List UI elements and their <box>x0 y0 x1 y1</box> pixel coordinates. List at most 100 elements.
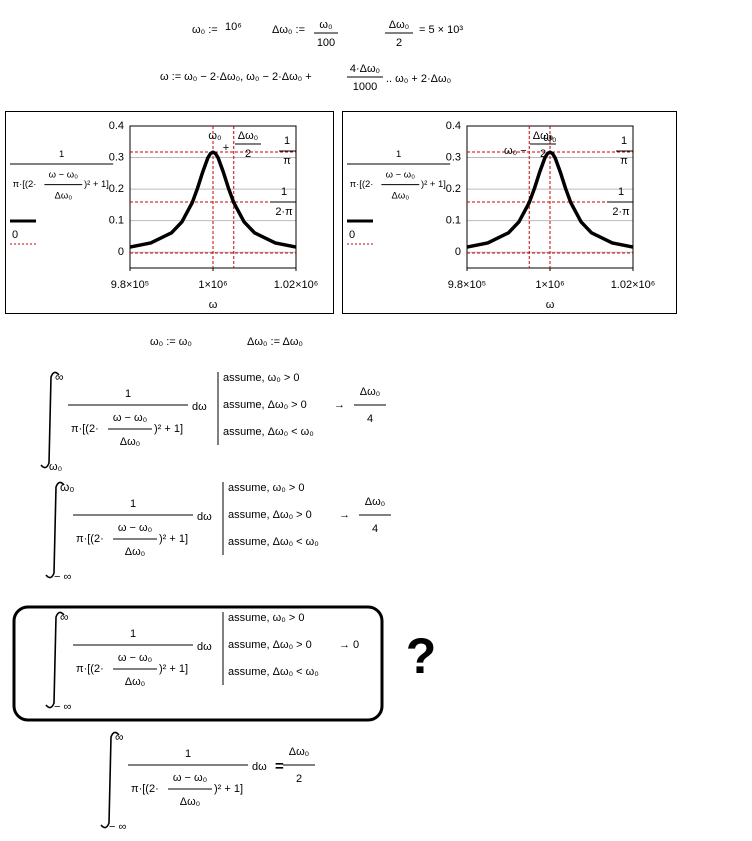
assumption: assume, ω₀ > 0 <box>228 482 304 494</box>
denominator-right: )² + 1] <box>159 533 188 545</box>
definition: Δω₀ := <box>272 24 305 36</box>
assumption: assume, Δω₀ < ω₀ <box>228 666 319 678</box>
numerator: Δω₀ <box>238 130 259 142</box>
denominator: π <box>283 155 291 167</box>
result-denominator: 4 <box>372 523 378 535</box>
denominator: 2·π <box>275 206 293 218</box>
marker-label: + <box>223 142 229 154</box>
denominator: π <box>620 155 628 167</box>
integral-sign <box>100 731 120 829</box>
denominator-right: )² + 1] <box>84 179 109 190</box>
assumption: assume, Δω₀ < ω₀ <box>228 536 319 548</box>
marker-label: ω₀ <box>543 132 556 144</box>
denominator-right: )² + 1] <box>159 663 188 675</box>
numerator: 1 <box>185 748 191 760</box>
denominator: 2·π <box>612 206 630 218</box>
curve <box>466 150 634 249</box>
x-tick-label: 9.8×10⁵ <box>111 279 150 291</box>
y-tick-label: 0.2 <box>446 183 461 195</box>
assumption: assume, Δω₀ > 0 <box>228 639 312 651</box>
definition-value: 10⁶ <box>225 21 242 33</box>
curve <box>129 150 297 249</box>
result-denominator: 4 <box>367 413 373 425</box>
marker-label: ω₀ − <box>504 145 527 157</box>
numerator: 1 <box>130 498 136 510</box>
y-tick-label: 0.2 <box>109 183 124 195</box>
denominator-left: π·[(2· <box>76 533 104 545</box>
y-tick-label: 0.3 <box>109 151 124 163</box>
numerator: 4·Δω₀ <box>350 63 380 75</box>
range-definition: .. ω₀ + 2·Δω₀ <box>386 73 451 85</box>
differential: dω <box>192 401 207 413</box>
lower-limit: − ∞ <box>54 571 71 583</box>
denominator: 2 <box>245 148 251 160</box>
denominator-right: )² + 1] <box>421 179 446 190</box>
evaluation-equals: = <box>275 758 284 775</box>
numerator: 1 <box>284 135 290 147</box>
numerator: Δω₀ <box>389 19 410 31</box>
upper-limit: ω₀ <box>60 480 74 494</box>
numerator: 1 <box>59 149 64 160</box>
integral-sign <box>40 371 60 469</box>
denominator: 1000 <box>353 81 377 93</box>
upper-limit: ∞ <box>60 610 69 624</box>
y-tick-label: 0.1 <box>109 215 124 227</box>
y-tick-label: 0.4 <box>109 120 124 132</box>
upper-limit: ∞ <box>55 370 64 384</box>
inner-denominator: Δω₀ <box>125 546 146 558</box>
numerator: 1 <box>396 149 401 160</box>
integral-sign <box>45 611 65 709</box>
numerator: ω₀ <box>319 19 332 31</box>
assumption: assume, Δω₀ > 0 <box>223 399 307 411</box>
inner-denominator: Δω₀ <box>125 676 146 688</box>
numerator: 1 <box>281 186 287 198</box>
denominator-left: π·[(2· <box>13 179 37 190</box>
lower-limit: − ∞ <box>54 701 71 713</box>
x-tick-label: 1.02×10⁶ <box>611 279 656 291</box>
numerator: 1 <box>621 135 627 147</box>
result-denominator: 2 <box>296 773 302 785</box>
result-numerator: Δω₀ <box>360 386 381 398</box>
upper-limit: ∞ <box>115 730 124 744</box>
inner-numerator: ω − ω₀ <box>173 772 207 784</box>
inner-numerator: ω − ω₀ <box>49 170 79 181</box>
plot <box>347 125 634 271</box>
x-tick-label: 1.02×10⁶ <box>274 279 319 291</box>
evaluation-arrow: → 0 <box>339 639 359 651</box>
assumption: assume, ω₀ > 0 <box>223 372 299 384</box>
definition: ω₀ := ω₀ <box>150 336 192 348</box>
denominator-left: π·[(2· <box>350 179 374 190</box>
denominator-left: π·[(2· <box>131 783 159 795</box>
assumption: assume, Δω₀ < ω₀ <box>223 426 314 438</box>
inner-numerator: ω − ω₀ <box>113 412 147 424</box>
highlight-box <box>12 605 384 722</box>
lower-limit: − ∞ <box>109 821 126 833</box>
x-tick-label: 1×10⁶ <box>198 279 227 291</box>
definition: ω₀ := <box>192 24 218 36</box>
inner-numerator: ω − ω₀ <box>386 170 416 181</box>
result-numerator: Δω₀ <box>289 746 310 758</box>
x-tick-label: 1×10⁶ <box>535 279 564 291</box>
numerator: Δω₀ <box>533 130 554 142</box>
y-tick-label: 0 <box>118 246 124 258</box>
differential: dω <box>197 511 212 523</box>
denominator: 2 <box>540 148 546 160</box>
inner-denominator: Δω₀ <box>55 190 73 201</box>
evaluation-arrow: → <box>334 399 345 411</box>
marker-label: ω₀ <box>208 130 221 142</box>
inner-denominator: Δω₀ <box>180 796 201 808</box>
x-axis-label: ω <box>209 299 218 311</box>
plot-frame <box>5 111 334 314</box>
y-axis-zero: 0 <box>12 229 18 241</box>
inner-denominator: Δω₀ <box>392 190 410 201</box>
x-tick-label: 9.8×10⁵ <box>448 279 487 291</box>
assumption: assume, ω₀ > 0 <box>228 612 304 624</box>
range-definition: ω := ω₀ − 2·Δω₀, ω₀ − 2·Δω₀ + <box>160 71 312 83</box>
x-axis-label: ω <box>546 299 555 311</box>
denominator: 2 <box>396 37 402 49</box>
integral-sign <box>45 481 65 579</box>
definition-value: = 5 × 10³ <box>419 24 463 36</box>
assumption: assume, Δω₀ > 0 <box>228 509 312 521</box>
differential: dω <box>197 641 212 653</box>
